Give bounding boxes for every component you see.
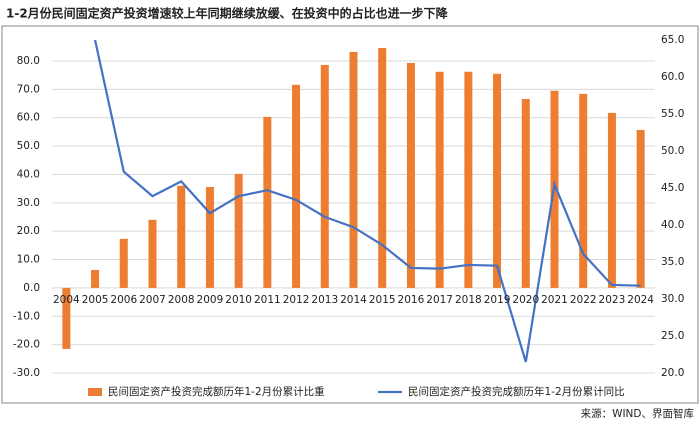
y-tick-label: 30.0 [17, 197, 40, 209]
x-tick-label: 2023 [599, 294, 626, 306]
x-tick-label: 2021 [541, 294, 568, 306]
y-tick-label: 80.0 [17, 55, 40, 67]
frame [1, 25, 699, 404]
y2-tick-label: 55.0 [661, 108, 684, 120]
x-tick-label: 2019 [484, 294, 511, 306]
y-tick-label: 20.0 [17, 225, 40, 237]
y-tick-label: -10.0 [13, 310, 40, 322]
bar [435, 71, 444, 288]
bar [263, 116, 272, 288]
x-tick-label: 2022 [570, 294, 597, 306]
bar [406, 62, 415, 288]
y-tick-label: 0.0 [23, 282, 40, 294]
legend-swatch [88, 388, 102, 396]
y2-tick-label: 35.0 [661, 256, 684, 268]
y2-tick-label: 60.0 [661, 71, 684, 83]
bar [205, 186, 214, 288]
x-tick-label: 2006 [110, 294, 137, 306]
y-tick-label: -20.0 [13, 339, 40, 351]
y-tick-label: 50.0 [17, 140, 40, 152]
y2-tick-label: 25.0 [661, 330, 684, 342]
bar [378, 47, 387, 288]
bar [234, 173, 243, 288]
x-tick-label: 2016 [398, 294, 425, 306]
x-tick-label: 2018 [455, 294, 482, 306]
y-tick-label: 10.0 [17, 254, 40, 266]
source: 来源：WIND、界面智库 [581, 407, 694, 420]
x-tick-label: 2017 [426, 294, 453, 306]
bar [636, 129, 645, 288]
y-tick-label: -30.0 [13, 367, 40, 379]
y-tick-label: 70.0 [17, 83, 40, 95]
x-tick-label: 2020 [512, 294, 539, 306]
bar [349, 51, 358, 288]
x-tick-label: 2014 [340, 294, 367, 306]
y2-tick-label: 45.0 [661, 182, 684, 194]
x-tick-label: 2008 [168, 294, 195, 306]
bar [148, 219, 157, 288]
bar [320, 64, 329, 288]
bar [521, 98, 530, 288]
x-tick-label: 2013 [311, 294, 338, 306]
x-tick-label: 2009 [197, 294, 224, 306]
y2-tick-label: 50.0 [661, 145, 684, 157]
y-tick-label: 40.0 [17, 168, 40, 180]
legend-label: 民间固定资产投资完成额历年1-2月份累计比重 [108, 385, 325, 398]
line [93, 39, 641, 363]
bar [91, 270, 100, 288]
bar [62, 287, 71, 349]
bar [607, 112, 616, 288]
x-tick-label: 2015 [369, 294, 396, 306]
x-tick-label: 2012 [283, 294, 310, 306]
y2-tick-label: 65.0 [661, 34, 684, 46]
x-tick-label: 2024 [627, 294, 654, 306]
bar [177, 185, 186, 288]
bar [493, 73, 502, 288]
y2-tick-label: 40.0 [661, 219, 684, 231]
bar [579, 93, 588, 288]
y2-tick-label: 20.0 [661, 367, 684, 379]
x-tick-label: 2011 [254, 294, 281, 306]
y2-tick-label: 30.0 [661, 293, 684, 305]
x-tick-label: 2010 [225, 294, 252, 306]
y-tick-label: 60.0 [17, 112, 40, 124]
x-tick-label: 2004 [53, 294, 80, 306]
bar [464, 71, 473, 288]
bar [292, 84, 301, 288]
x-tick-label: 2007 [139, 294, 166, 306]
x-tick-label: 2005 [82, 294, 109, 306]
bar [119, 238, 128, 288]
chart-title: 1-2月份民间固定资产投资增速较上年同期继续放缓、在投资中的占比也进一步下降 [6, 6, 449, 21]
legend-label: 民间固定资产投资完成额历年1-2月份累计同比 [408, 385, 625, 398]
